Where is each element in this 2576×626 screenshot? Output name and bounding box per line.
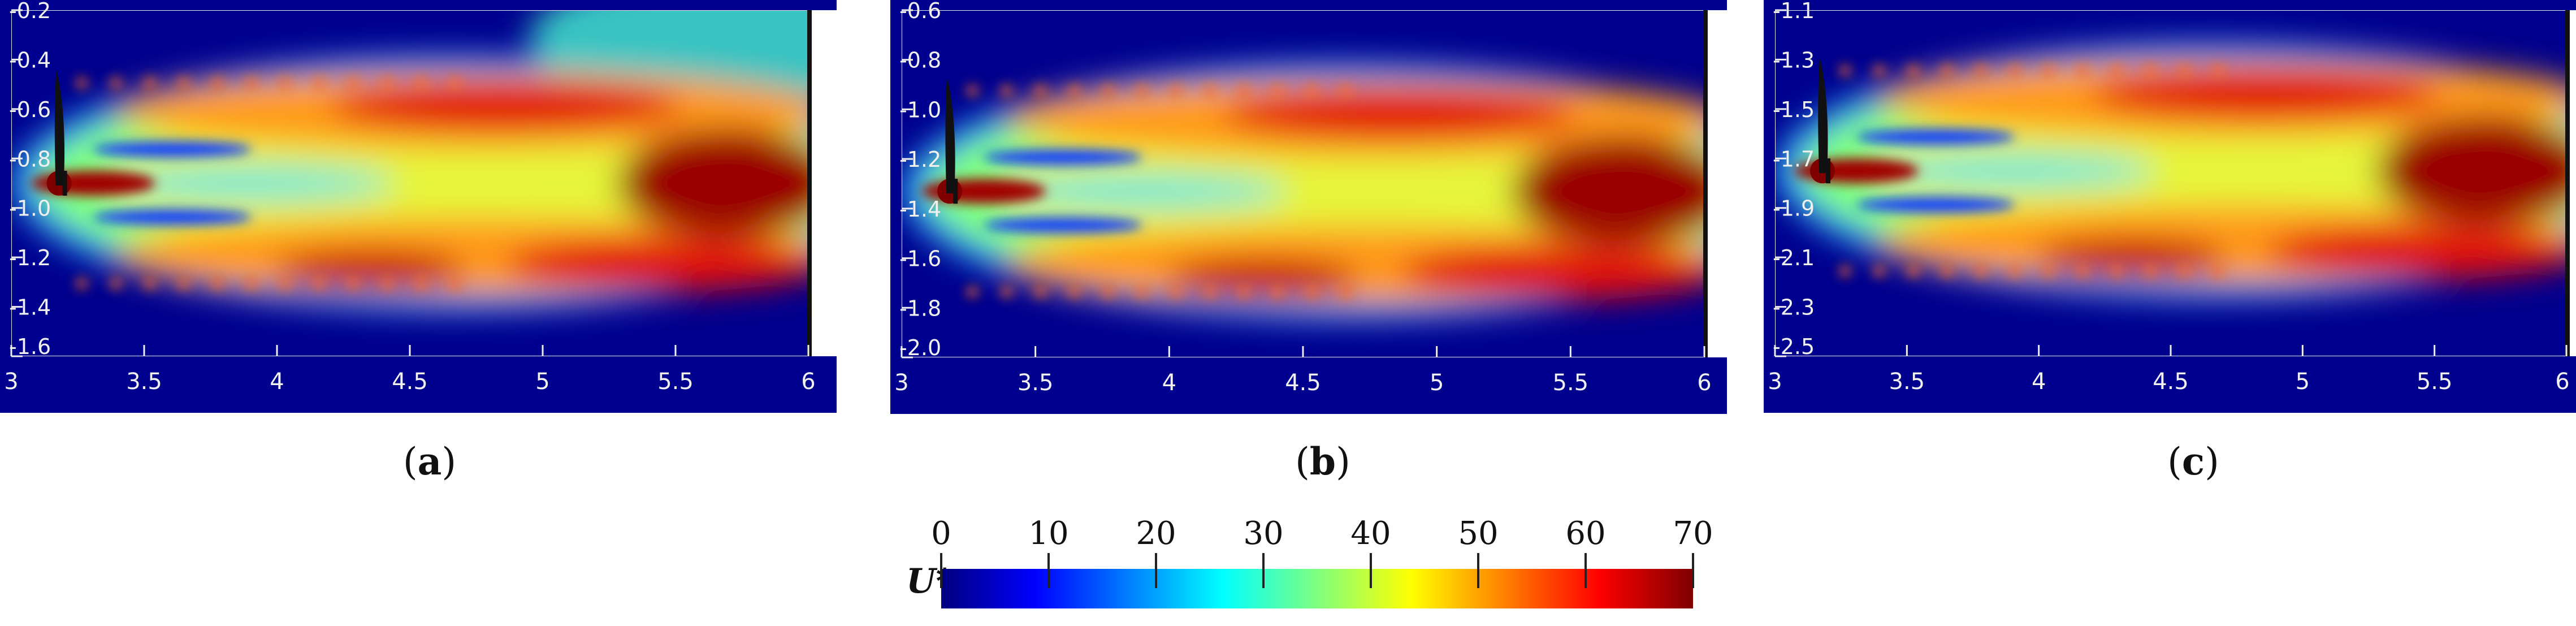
colorbar-tick-label: 40: [1350, 515, 1391, 552]
x-tick-label: 4.5: [392, 369, 428, 395]
y-axis-background: [0, 0, 11, 413]
nacelle: [1826, 158, 1830, 184]
colorbar: U* 0 10 20 30 40 50 60 70: [906, 515, 1713, 608]
y-tick-label: -0.2: [9, 0, 51, 23]
y-tick-label: -1.8: [899, 296, 941, 321]
y-tick-label: -1.6: [899, 247, 941, 271]
contour-plot-b: 3 3.5 4 4.5 5 5.5 6 -0.6 -0.8 -1.0 -1.2 -1.4 -1.6 -1.…: [890, 0, 1727, 414]
x-tick-label: 5: [535, 369, 549, 395]
y-tick-label: -1.0: [9, 196, 51, 221]
y-tick-label: -1.6: [9, 334, 51, 359]
colorbar-tick-label: 30: [1243, 515, 1283, 552]
x-tick-label: 5.5: [1553, 370, 1589, 396]
y-tick-label: -1.3: [1773, 48, 1815, 72]
y-tick-label: -2.3: [1773, 295, 1815, 320]
turbine-blade: [945, 76, 955, 194]
x-tick-label: 5: [2296, 369, 2310, 395]
x-tick-label: 4: [270, 369, 284, 395]
contour-panel-b: 3 3.5 4 4.5 5 5.5 6 -0.6 -0.8 -1.0 -1.2 -1.4 -1.6 -1.…: [890, 0, 1727, 626]
y-tick-label: -0.8: [9, 146, 51, 171]
x-tick-label: 5: [1430, 370, 1444, 396]
colorbar-ticks: 0 10 20 30 40 50 60 70: [931, 515, 1713, 588]
y-tick-label: -1.2: [899, 147, 941, 172]
y-tick-label: -2.1: [1773, 245, 1815, 270]
x-tick-label: 3: [894, 370, 908, 396]
panel-caption-b: (b): [1295, 439, 1350, 483]
colorbar-tick-label: 70: [1673, 515, 1713, 552]
y-tick-label: -1.4: [9, 295, 51, 320]
y-tick-label: -0.6: [899, 0, 941, 23]
turbine-blade: [54, 69, 65, 185]
x-tick-label: 5.5: [2417, 369, 2453, 395]
y-tick-label: -2.0: [899, 335, 941, 360]
contour-panel-a: 3 3.5 4 4.5 5 5.5 6 -0.2 -0.4 -0.6 -0.8 -1.0 -1.2 -1.…: [0, 0, 837, 626]
y-tick-label: -1.1: [1773, 0, 1815, 23]
velocity-contour-field: [902, 63, 1704, 320]
colorbar-tick-label: 10: [1028, 515, 1068, 552]
colorbar-tick-label: 20: [1136, 515, 1176, 552]
x-tick-label: 3.5: [1889, 369, 1925, 395]
colorbar-tick-label: 0: [931, 515, 951, 552]
contour-plot-a: 3 3.5 4 4.5 5 5.5 6 -0.2 -0.4 -0.6 -0.8 -1.0 -1.2 -1.…: [0, 0, 837, 413]
y-tick-label: -1.0: [899, 97, 941, 122]
x-tick-label: 3.5: [126, 369, 162, 395]
x-tick-label: 4: [1162, 370, 1176, 396]
x-tick-label: 5.5: [657, 369, 694, 395]
y-tick-label: -1.2: [9, 245, 51, 270]
nacelle: [953, 179, 958, 204]
panel-caption-c: (c): [2167, 439, 2219, 483]
panel-caption-a: (a): [402, 439, 457, 483]
colorbar-tick-label: 60: [1565, 515, 1605, 552]
velocity-contour-field: [11, 10, 808, 312]
x-axis-background: [1764, 356, 2576, 413]
velocity-contour-field: [1775, 43, 2566, 299]
y-tick-label: -0.6: [9, 97, 51, 122]
contour-panel-c: 3 3.5 4 4.5 5 5.5 6 -1.1 -1.3 -1.5 -1.7 -1.9 -2.1 -2.…: [1764, 0, 2576, 626]
y-tick-label: -1.5: [1773, 97, 1815, 122]
x-tick-label: 3: [4, 369, 18, 395]
x-axis-background: [0, 356, 837, 413]
x-tick-label: 4.5: [2153, 369, 2189, 395]
y-tick-label: -1.7: [1773, 146, 1815, 171]
contour-plot-c: 3 3.5 4 4.5 5 5.5 6 -1.1 -1.3 -1.5 -1.7 -1.9 -2.1 -2.…: [1764, 0, 2576, 413]
colorbar-tick-label: 50: [1458, 515, 1498, 552]
x-tick-label: 3.5: [1018, 370, 1054, 396]
x-axis-background: [890, 357, 1727, 414]
x-tick-label: 6: [1697, 370, 1711, 396]
y-tick-label: -1.9: [1773, 196, 1815, 221]
y-tick-label: -0.4: [9, 48, 51, 72]
y-axis-background: [890, 0, 902, 414]
x-tick-label: 3: [1768, 369, 1782, 395]
y-tick-label: -0.8: [899, 48, 941, 73]
y-axis-background: [1764, 0, 1775, 413]
turbine-blade: [1818, 57, 1828, 174]
colorbar-gradient: [941, 569, 1693, 608]
x-tick-label: 4.5: [1285, 370, 1321, 396]
x-tick-label: 6: [2555, 369, 2569, 395]
x-tick-label: 6: [801, 369, 815, 395]
y-tick-label: -1.4: [899, 197, 941, 222]
nacelle: [62, 171, 67, 196]
x-tick-label: 4: [2032, 369, 2046, 395]
y-tick-label: -2.5: [1773, 334, 1815, 359]
